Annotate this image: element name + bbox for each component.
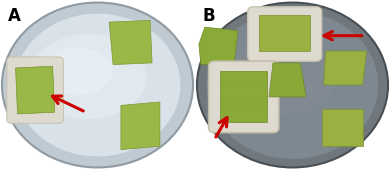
Ellipse shape	[15, 14, 180, 156]
Ellipse shape	[197, 3, 388, 167]
Polygon shape	[322, 109, 363, 146]
Ellipse shape	[207, 11, 378, 159]
Text: B: B	[203, 7, 215, 25]
FancyBboxPatch shape	[248, 7, 322, 61]
Polygon shape	[121, 102, 160, 150]
Ellipse shape	[229, 38, 336, 115]
Polygon shape	[269, 63, 306, 97]
Polygon shape	[324, 51, 367, 85]
Polygon shape	[199, 27, 238, 65]
Ellipse shape	[29, 34, 146, 119]
Polygon shape	[259, 15, 310, 51]
FancyBboxPatch shape	[7, 57, 63, 123]
Polygon shape	[16, 66, 55, 114]
Text: A: A	[8, 7, 21, 25]
Ellipse shape	[2, 3, 193, 167]
FancyBboxPatch shape	[209, 61, 279, 133]
Polygon shape	[109, 20, 152, 65]
Ellipse shape	[44, 48, 112, 95]
Polygon shape	[220, 71, 267, 122]
